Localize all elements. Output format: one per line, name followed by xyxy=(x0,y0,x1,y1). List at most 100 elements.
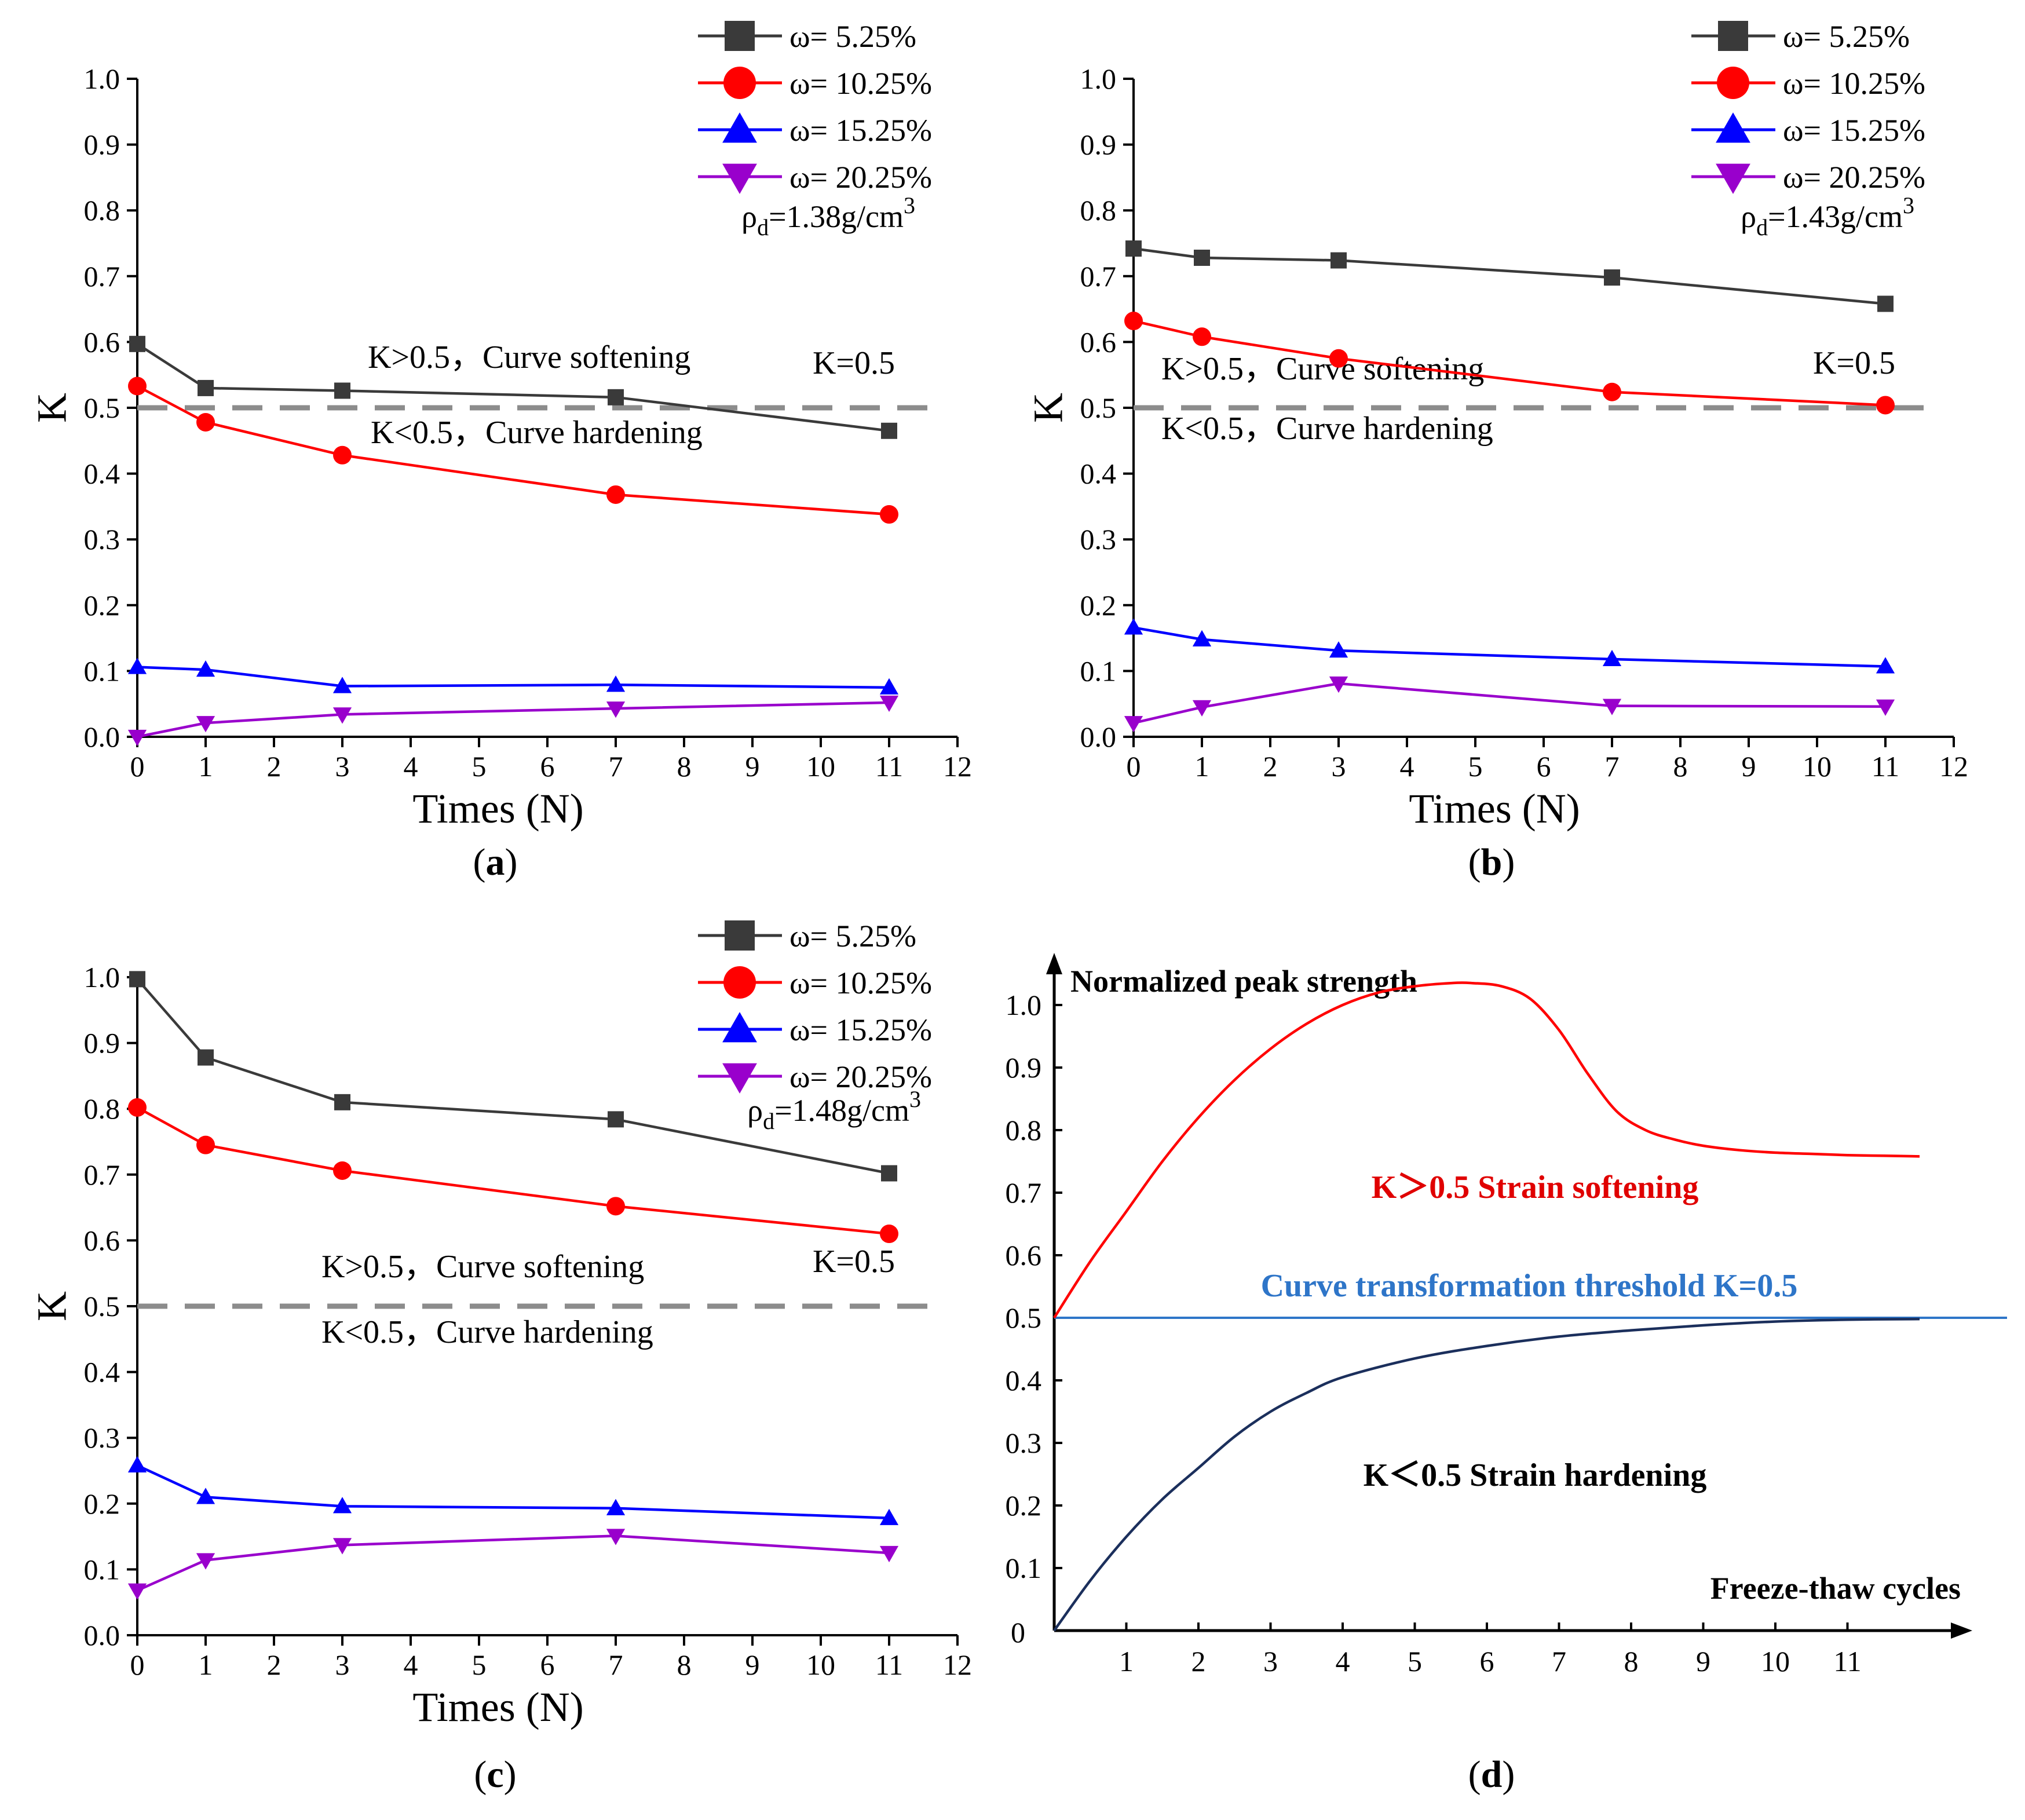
x-tick-label: 9 xyxy=(745,1649,760,1681)
x-tick-label: 2 xyxy=(1191,1645,1206,1678)
x-tick-label: 8 xyxy=(1673,750,1688,783)
legend-marker xyxy=(722,1012,757,1043)
y-tick-label: 0.1 xyxy=(1006,1552,1042,1584)
x-tick-label: 1 xyxy=(1119,1645,1134,1678)
data-point xyxy=(880,1225,898,1244)
data-point xyxy=(1125,240,1142,257)
y-tick-label: 0.5 xyxy=(1006,1302,1042,1334)
legend-marker xyxy=(1716,112,1750,143)
legend-label: ω= 5.25% xyxy=(789,919,916,953)
y-tick-label: 0.4 xyxy=(84,458,120,490)
density-sup: 3 xyxy=(904,192,915,218)
y-tick-label: 1.0 xyxy=(1080,63,1117,95)
panel-paren-close: ) xyxy=(505,841,518,883)
hardening-curve xyxy=(1053,1317,1920,1632)
y-tick-label: 0.8 xyxy=(1080,194,1117,226)
x-tick-label: 6 xyxy=(1480,1645,1494,1678)
y-tick-label: 0.6 xyxy=(1080,326,1117,358)
y-tick-label: 1.0 xyxy=(84,961,120,993)
x-tick-label: 3 xyxy=(335,750,350,783)
y-tick-label: 0.0 xyxy=(84,721,120,753)
data-point xyxy=(879,1545,899,1563)
density-text: =1.48g/cm xyxy=(774,1093,909,1128)
legend-label: ω= 15.25% xyxy=(789,113,932,148)
data-point xyxy=(127,1456,147,1472)
y-tick-label: 0.2 xyxy=(1080,589,1117,622)
density-sub: d xyxy=(763,1108,774,1134)
legend-marker xyxy=(725,920,755,951)
data-point xyxy=(1602,649,1622,667)
x-tick-label: 1 xyxy=(199,1649,213,1681)
data-point xyxy=(127,729,147,747)
legend-marker xyxy=(1716,163,1750,194)
density-base: ρ xyxy=(741,199,757,234)
y-tick-label: 0.6 xyxy=(84,326,120,358)
x-tick-label: 11 xyxy=(1872,750,1899,783)
data-point xyxy=(879,1508,899,1525)
x-tick-label: 9 xyxy=(745,750,760,783)
panel-paren-close: ) xyxy=(1502,841,1515,883)
y-tick-label: 0.1 xyxy=(84,1553,120,1585)
origin-label: 0 xyxy=(1011,1616,1025,1649)
panel-paren-open: ( xyxy=(1468,1753,1481,1796)
legend-label: ω= 15.25% xyxy=(789,1013,932,1047)
x-tick-label: 11 xyxy=(875,750,903,783)
x-tick-label: 8 xyxy=(677,1649,692,1681)
data-point xyxy=(196,412,215,432)
data-point xyxy=(606,701,626,718)
x-tick-label: 7 xyxy=(1605,750,1620,783)
legend-marker xyxy=(722,1063,757,1094)
x-tick-label: 4 xyxy=(404,1649,418,1681)
data-point xyxy=(128,1098,147,1117)
x-tick-label: 4 xyxy=(404,750,418,783)
legend-label: ω= 20.25% xyxy=(789,1059,932,1094)
y-tick-label: 0.5 xyxy=(1080,392,1117,424)
hardening-annotation: K<0.5，Curve hardening xyxy=(1161,411,1493,447)
x-axis-arrow-icon xyxy=(1951,1622,1972,1639)
x-tick-label: 7 xyxy=(609,750,623,783)
y-tick-label: 0.3 xyxy=(1080,523,1117,555)
y-tick-label: 0.9 xyxy=(84,1027,120,1059)
data-point xyxy=(606,1499,626,1515)
x-tick-label: 5 xyxy=(1408,1645,1422,1678)
data-point xyxy=(332,677,352,693)
softening-annotation: K＞0.5 Strain softening xyxy=(1372,1170,1699,1205)
x-tick-label: 6 xyxy=(540,750,555,783)
x-tick-label: 1 xyxy=(1195,750,1209,783)
density-label: ρd=1.38g/cm3 xyxy=(741,192,915,240)
panel-letter: d xyxy=(1481,1753,1503,1796)
x-tick-label: 5 xyxy=(472,1649,487,1681)
y-tick-label: 0.6 xyxy=(1006,1239,1042,1271)
y-tick-label: 1.0 xyxy=(84,63,120,95)
data-point xyxy=(1602,699,1622,715)
x-tick-label: 3 xyxy=(1263,1645,1278,1678)
y-tick-label: 0.0 xyxy=(84,1619,120,1651)
data-point xyxy=(196,716,215,733)
data-point xyxy=(196,1135,215,1154)
density-label: ρd=1.48g/cm3 xyxy=(747,1086,921,1134)
data-point xyxy=(1192,700,1212,717)
y-tick-label: 0.0 xyxy=(1080,721,1117,753)
y-tick-label: 0.2 xyxy=(1006,1489,1042,1522)
panel-letter: a xyxy=(486,841,505,883)
legend-marker xyxy=(722,163,757,194)
x-tick-label: 7 xyxy=(609,1649,623,1681)
x-tick-label: 12 xyxy=(943,750,972,783)
panel-label: (a) xyxy=(473,841,518,883)
data-point xyxy=(1124,716,1143,733)
x-tick-label: 10 xyxy=(806,750,835,783)
data-point xyxy=(1329,676,1348,693)
data-point xyxy=(127,657,147,674)
legend-label: ω= 5.25% xyxy=(1783,19,1910,54)
y-tick-label: 0.8 xyxy=(1006,1114,1042,1146)
x-tick-label: 5 xyxy=(1468,750,1483,783)
y-tick-label: 0.9 xyxy=(1006,1051,1042,1084)
y-tick-label: 0.7 xyxy=(84,260,120,293)
y-tick-label: 0.7 xyxy=(84,1158,120,1191)
density-base: ρ xyxy=(1741,199,1756,234)
x-tick-label: 11 xyxy=(1833,1645,1861,1678)
panel-a: 0 1 2 3 4 5 6 7 8 9 10 11 120.00.10.20.30.40.50.60.7… xyxy=(29,19,972,883)
legend-label: ω= 10.25% xyxy=(1783,66,1925,101)
data-point xyxy=(1604,269,1620,286)
data-point xyxy=(1603,382,1621,401)
